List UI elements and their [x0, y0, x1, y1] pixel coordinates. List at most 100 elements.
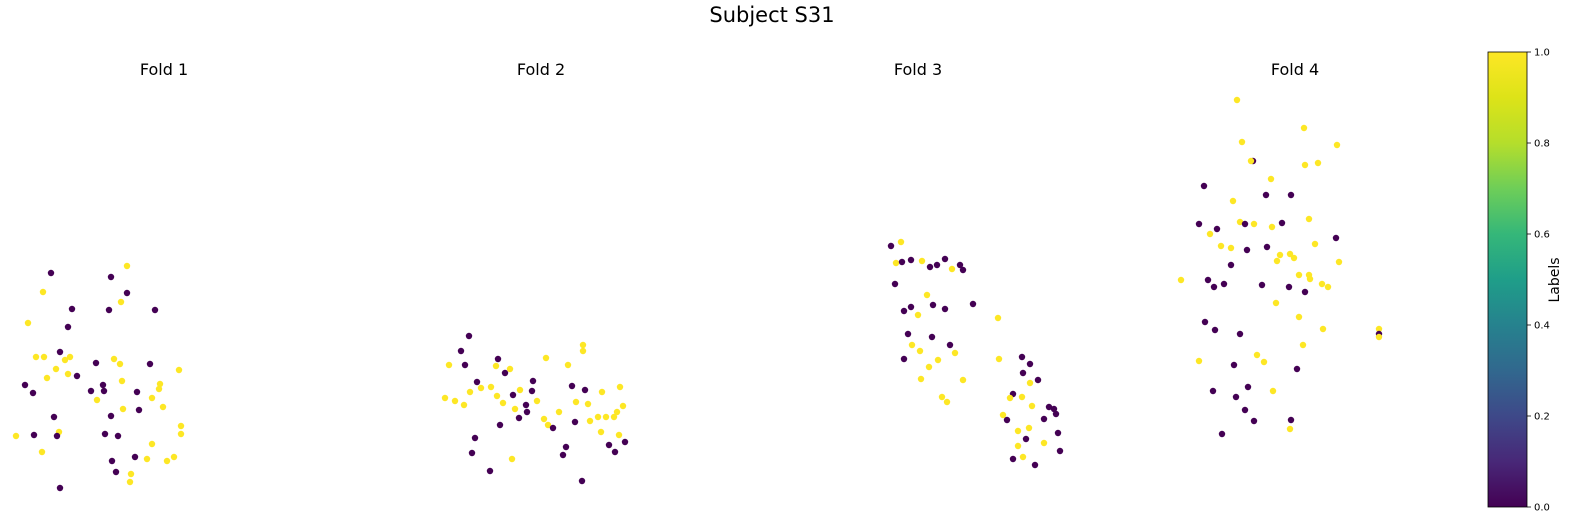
- scatter-point: [39, 288, 47, 296]
- scatter-point: [943, 398, 951, 406]
- scatter-point: [581, 386, 589, 394]
- scatter-point: [1293, 365, 1301, 373]
- scatter-point: [1333, 141, 1341, 149]
- scatter-point: [523, 408, 531, 416]
- scatter-point: [946, 341, 954, 349]
- scatter-point: [1031, 461, 1039, 469]
- scatter-point: [579, 347, 587, 355]
- scatter-point: [542, 354, 550, 362]
- scatter-point: [1052, 410, 1060, 418]
- scatter-point: [1220, 280, 1228, 288]
- colorbar-label: Labels: [1547, 257, 1563, 302]
- scatter-point: [1276, 251, 1284, 259]
- scatter-point: [562, 443, 570, 451]
- scatter-point: [1262, 191, 1270, 199]
- scatter-point: [1018, 353, 1026, 361]
- colorbar-tick-label: 0.0: [1534, 503, 1550, 514]
- scatter-point: [114, 432, 122, 440]
- scatter-point: [1375, 325, 1383, 333]
- scatter-point: [116, 360, 124, 368]
- scatter-point: [1233, 96, 1241, 104]
- scatter-point: [492, 362, 500, 370]
- scatter-point: [511, 405, 519, 413]
- scatter-point: [509, 391, 517, 399]
- scatter-point: [1227, 261, 1235, 269]
- scatter-point: [30, 431, 38, 439]
- scatter-point: [928, 333, 936, 341]
- scatter-point: [1258, 281, 1266, 289]
- scatter-point: [578, 477, 586, 485]
- scatter-point: [461, 361, 469, 369]
- scatter-point: [1299, 341, 1307, 349]
- scatter-point: [605, 441, 613, 449]
- scatter-point: [1319, 325, 1327, 333]
- scatter-point: [32, 353, 40, 361]
- scatter-point: [1287, 416, 1295, 424]
- scatter-point: [1236, 330, 1244, 338]
- scatter-point: [1269, 387, 1277, 395]
- scatter-point: [1241, 220, 1249, 228]
- scatter-point: [133, 388, 141, 396]
- scatter-point: [916, 347, 924, 355]
- scatter-point: [522, 401, 530, 409]
- scatter-point: [477, 384, 485, 392]
- scatter-point: [105, 306, 113, 314]
- scatter-point: [959, 376, 967, 384]
- scatter-point: [465, 332, 473, 340]
- scatter-point: [12, 432, 20, 440]
- scatter-point: [610, 413, 618, 421]
- scatter-point: [451, 397, 459, 405]
- colorbar-ticks: 0.0 0.2 0.4 0.6 0.8 1.0: [1527, 48, 1550, 514]
- scatter-point: [1236, 218, 1244, 226]
- scatter-point: [918, 257, 926, 265]
- scatter-point: [929, 301, 937, 309]
- scatter-point: [123, 289, 131, 297]
- scatter-point: [1301, 161, 1309, 169]
- scatter-point: [21, 381, 29, 389]
- scatter-point: [441, 394, 449, 402]
- scatter-point: [486, 467, 494, 475]
- scatter-point: [959, 266, 967, 274]
- scatter-point: [148, 394, 156, 402]
- scatter-point: [914, 311, 922, 319]
- scatter-point: [892, 259, 900, 267]
- scatter-point: [64, 370, 72, 378]
- scatter-point: [1278, 219, 1286, 227]
- scatter-point: [100, 387, 108, 395]
- scatter-point: [1206, 230, 1214, 238]
- panel-title-fold-4: Fold 4: [1271, 60, 1319, 79]
- colorbar-gradient: [1487, 51, 1528, 508]
- scatter-point: [92, 359, 100, 367]
- scatter-point: [555, 408, 563, 416]
- scatter-point: [40, 353, 48, 361]
- scatter-point: [615, 431, 623, 439]
- scatter-point: [1238, 138, 1246, 146]
- scatter-point: [1025, 424, 1033, 432]
- scatter-point: [24, 319, 32, 327]
- scatter-point: [1300, 124, 1308, 132]
- scatter-point: [602, 413, 610, 421]
- scatter-point: [948, 265, 956, 273]
- scatter-point: [1210, 283, 1218, 291]
- scatter-point: [1295, 271, 1303, 279]
- scatter-point: [501, 369, 509, 377]
- scatter-point: [616, 383, 624, 391]
- scatter-point: [1177, 276, 1185, 284]
- scatter-point: [506, 365, 514, 373]
- scatter-point: [493, 392, 501, 400]
- scatter-point: [994, 314, 1002, 322]
- scatter-point: [118, 377, 126, 385]
- scatter-point: [47, 269, 55, 277]
- scatter-point: [1244, 383, 1252, 391]
- scatter-point: [460, 401, 468, 409]
- scatter-point: [1006, 394, 1014, 402]
- scatter-point: [99, 381, 107, 389]
- scatter-point: [597, 428, 605, 436]
- scatter-point: [151, 306, 159, 314]
- scatter-point: [1026, 379, 1034, 387]
- scatter-point: [1332, 234, 1340, 242]
- panel-title-fold-3: Fold 3: [894, 60, 942, 79]
- scatter-point: [61, 356, 69, 364]
- scatter-point: [170, 453, 178, 461]
